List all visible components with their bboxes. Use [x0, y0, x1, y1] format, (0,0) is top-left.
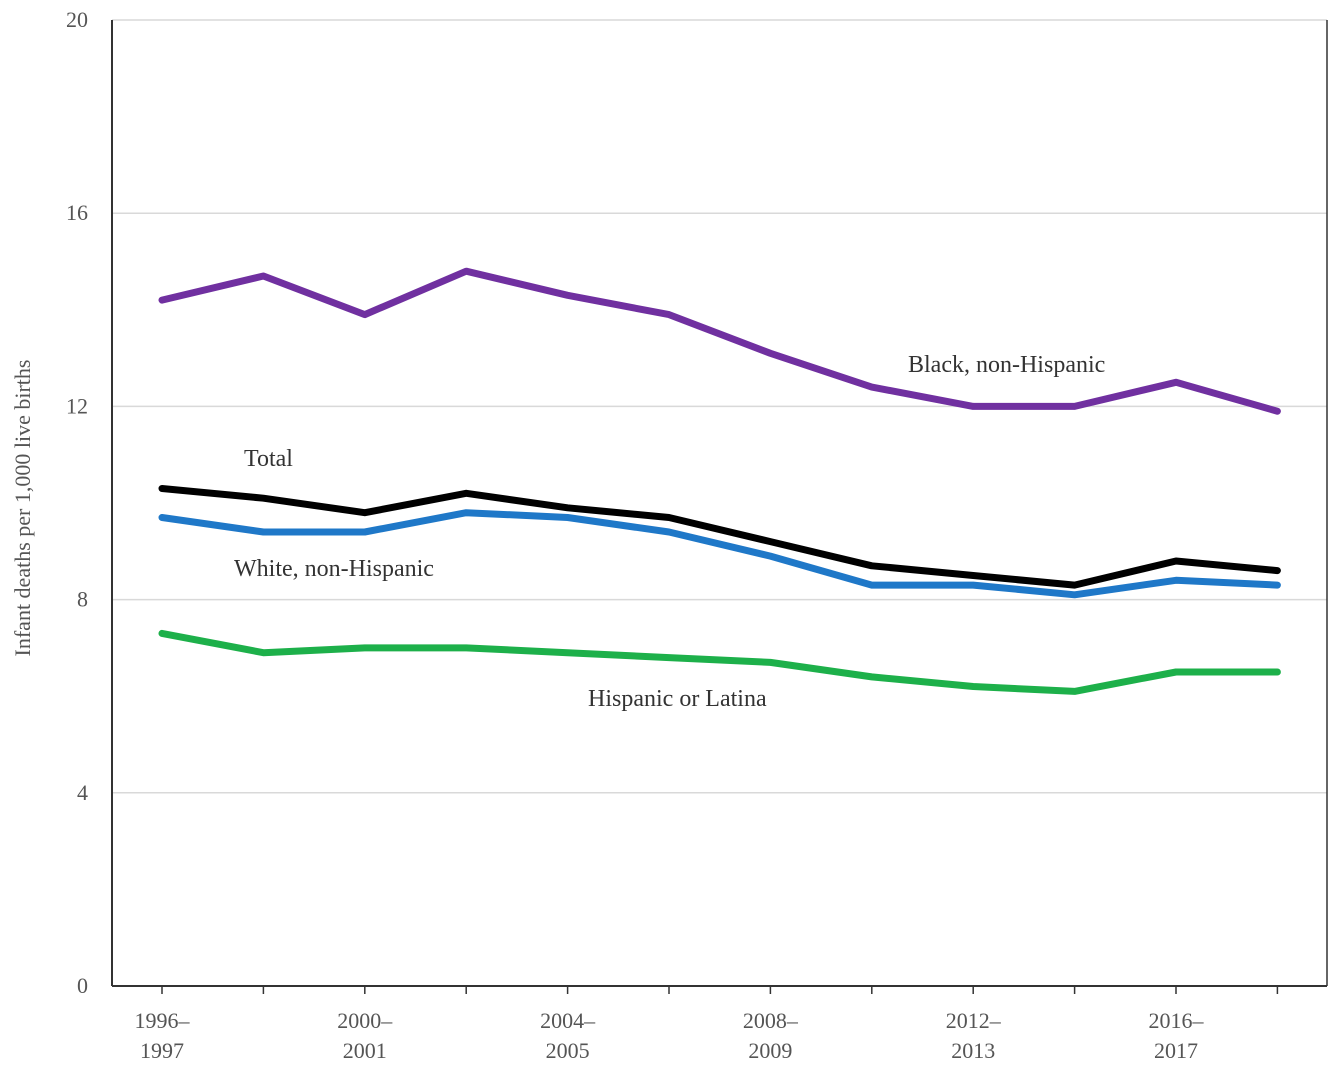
series-line-white-non-hispanic	[158, 509, 1281, 599]
x-tick-label-line2: 2001	[343, 1038, 387, 1063]
x-tick-label-line1: 2016–	[1149, 1008, 1205, 1033]
series-lines	[158, 267, 1281, 695]
series-label-total: Total	[244, 446, 293, 472]
y-tick-label: 4	[77, 780, 88, 805]
y-tick-label: 20	[66, 7, 88, 32]
x-tick-label-line1: 2012–	[946, 1008, 1002, 1033]
x-tick-label-line1: 1996–	[135, 1008, 191, 1033]
series-label-hispanic: Hispanic or Latina	[588, 686, 767, 712]
x-tick-label-line1: 2004–	[540, 1008, 596, 1033]
x-tick-label-line2: 2013	[951, 1038, 995, 1063]
x-tick-labels: 1996– 1997 2000– 2001 2004– 2005 2008– 2009 2012…	[135, 986, 1279, 1063]
y-axis-title: Infant deaths per 1,000 live births	[10, 360, 35, 657]
y-tick-label: 12	[66, 393, 88, 418]
axes	[111, 20, 1328, 987]
series-line-hispanic-or-latina	[158, 629, 1281, 695]
x-tick-label-line1: 2008–	[743, 1008, 799, 1033]
x-tick-label-line2: 2005	[546, 1038, 590, 1063]
y-tick-label: 16	[66, 200, 88, 225]
series-label-white: White, non-Hispanic	[234, 556, 434, 582]
x-tick-label-line2: 2017	[1154, 1038, 1198, 1063]
x-tick-label-line2: 2009	[748, 1038, 792, 1063]
y-tick-labels: 0 4 8 12 16 20	[66, 7, 88, 998]
series-label-black: Black, non-Hispanic	[908, 352, 1105, 378]
x-tick-label-line2: 1997	[140, 1038, 184, 1063]
y-tick-label: 0	[77, 973, 88, 998]
y-tick-label: 8	[77, 587, 88, 612]
grid-lines	[112, 19, 1327, 794]
series-line-black-non-hispanic	[158, 267, 1281, 415]
series-line-total	[158, 485, 1281, 589]
x-tick-label-line1: 2000–	[337, 1008, 393, 1033]
